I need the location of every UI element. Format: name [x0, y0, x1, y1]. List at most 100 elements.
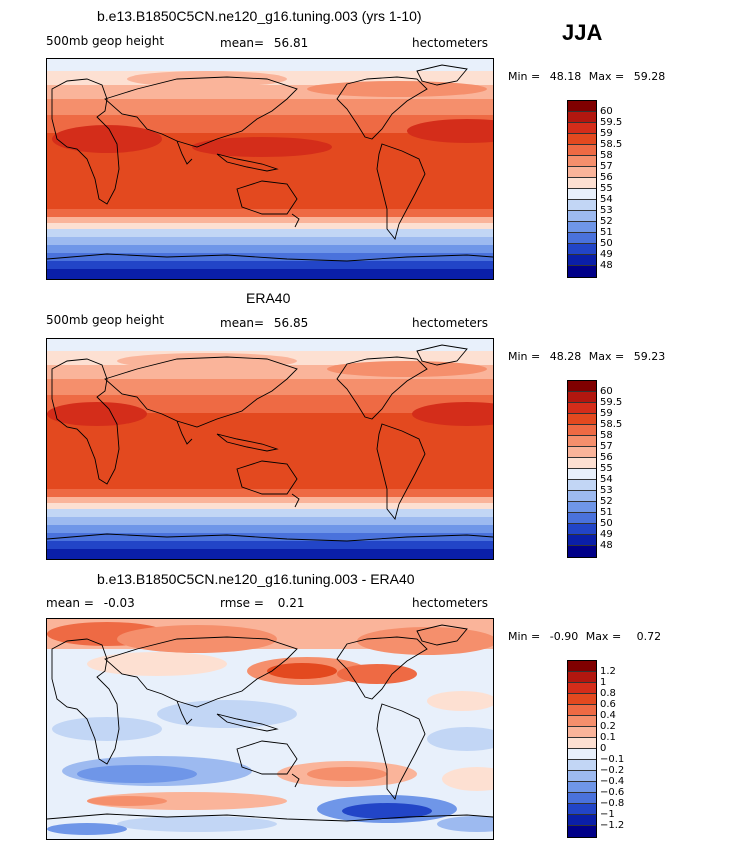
panel1-min-label: Min =: [508, 70, 541, 83]
colorbar-tick-label: 50: [600, 238, 613, 249]
panel1-max-value: 59.28: [633, 70, 666, 83]
colorbar-swatch: [568, 189, 596, 200]
panel1-min-value: 48.18: [549, 70, 582, 83]
colorbar-tick-label: 0.2: [600, 721, 616, 732]
panel3-rmse-label: rmse =: [220, 596, 264, 610]
colorbar-tick-label: 58: [600, 150, 613, 161]
colorbar-swatch: [568, 255, 596, 266]
colorbar-swatch: [568, 546, 596, 557]
colorbar-swatch: [568, 815, 596, 826]
panel2-coastlines: [47, 344, 493, 542]
panel2-mean-label: mean=: [220, 316, 265, 330]
colorbar-swatch: [568, 694, 596, 705]
colorbar-swatch: [568, 793, 596, 804]
colorbar-tick-label: 58.5: [600, 419, 623, 430]
colorbar-tick-label: 48: [600, 540, 613, 551]
colorbar-swatch: [568, 502, 596, 513]
colorbar-tick-label: −1.2: [600, 820, 625, 831]
colorbar-swatch: [568, 661, 596, 672]
colorbar-tick-label: −0.8: [600, 798, 625, 809]
colorbar-swatch: [568, 782, 596, 793]
colorbar-swatch: [568, 804, 596, 815]
colorbar-tick-label: 52: [600, 216, 613, 227]
colorbar-tick-label: −0.2: [600, 765, 625, 776]
colorbar-swatch: [568, 480, 596, 491]
colorbar-swatch: [568, 727, 596, 738]
panel1-map: [46, 58, 494, 280]
colorbar-swatch: [568, 716, 596, 727]
colorbar-tick-label: 55: [600, 463, 613, 474]
panel1-variable-label: 500mb geop height: [46, 34, 165, 48]
panel3-mean-label: mean =: [46, 596, 94, 610]
colorbar-tick-label: 51: [600, 227, 613, 238]
colorbar-tick-label: 55: [600, 183, 613, 194]
colorbar-swatch: [568, 392, 596, 403]
colorbar-tick-label: 57: [600, 441, 613, 452]
colorbar-tick-label: −0.4: [600, 776, 625, 787]
colorbar-swatch: [568, 178, 596, 189]
panel2-mean-value: 56.85: [273, 316, 309, 330]
colorbar-swatch: [568, 145, 596, 156]
colorbar-swatch: [568, 469, 596, 480]
colorbar-tick-label: 54: [600, 194, 613, 205]
panel3-min-label: Min =: [508, 630, 541, 643]
panel3-max-value: 0.72: [636, 630, 662, 643]
colorbar-tick-label: 1: [600, 677, 607, 688]
colorbar-tick-label: −0.1: [600, 754, 625, 765]
colorbar-swatch: [568, 458, 596, 469]
colorbar-swatch: [568, 222, 596, 233]
panel2-min-label: Min =: [508, 350, 541, 363]
colorbar-tick-label: 56: [600, 452, 613, 463]
panel3-title: b.e13.B1850C5CN.ne120_g16.tuning.003 - E…: [97, 571, 415, 587]
colorbar-tick-label: 49: [600, 249, 613, 260]
panel1-mean-value: 56.81: [273, 36, 309, 50]
colorbar-swatch: [568, 705, 596, 716]
colorbar-tick-label: 53: [600, 205, 613, 216]
colorbar-swatch: [568, 425, 596, 436]
panel3-colorbar: [567, 660, 597, 838]
colorbar-swatch: [568, 200, 596, 211]
panel1-mean-label: mean=: [220, 36, 265, 50]
colorbar-tick-label: 59: [600, 128, 613, 139]
colorbar-tick-label: 60: [600, 106, 613, 117]
colorbar-swatch: [568, 524, 596, 535]
colorbar-swatch: [568, 211, 596, 222]
colorbar-tick-label: 0: [600, 743, 607, 754]
season-label: JJA: [562, 20, 603, 45]
panel3-max-label: Max =: [585, 630, 622, 643]
panel2-contour-fill: [47, 339, 493, 559]
colorbar-tick-label: 51: [600, 507, 613, 518]
colorbar-swatch: [568, 447, 596, 458]
panel3-min-value: -0.90: [549, 630, 579, 643]
panel3-contour-fill: [47, 619, 493, 839]
colorbar-swatch: [568, 749, 596, 760]
panel2-units: hectometers: [412, 316, 488, 330]
colorbar-tick-label: 59.5: [600, 397, 623, 408]
colorbar-tick-label: 0.8: [600, 688, 616, 699]
colorbar-swatch: [568, 266, 596, 277]
colorbar-swatch: [568, 156, 596, 167]
colorbar-tick-label: 48: [600, 260, 613, 271]
panel2-map: [46, 338, 494, 560]
colorbar-swatch: [568, 672, 596, 683]
colorbar-tick-label: 1.2: [600, 666, 616, 677]
colorbar-swatch: [568, 535, 596, 546]
colorbar-tick-label: 50: [600, 518, 613, 529]
colorbar-tick-label: 58: [600, 430, 613, 441]
colorbar-tick-label: 49: [600, 529, 613, 540]
colorbar-tick-label: 54: [600, 474, 613, 485]
colorbar-swatch: [568, 738, 596, 749]
colorbar-swatch: [568, 760, 596, 771]
panel1-contour-fill: [47, 59, 493, 279]
panel3-coastlines: [47, 624, 493, 822]
colorbar-tick-label: 0.4: [600, 710, 616, 721]
colorbar-swatch: [568, 513, 596, 524]
panel2-min-value: 48.28: [549, 350, 582, 363]
panel2-variable-label: 500mb geop height: [46, 313, 165, 327]
panel1-coastlines: [47, 64, 493, 262]
colorbar-swatch: [568, 233, 596, 244]
colorbar-swatch: [568, 491, 596, 502]
panel1-title: b.e13.B1850C5CN.ne120_g16.tuning.003 (yr…: [97, 8, 422, 24]
colorbar-tick-label: 53: [600, 485, 613, 496]
colorbar-tick-label: 58.5: [600, 139, 623, 150]
